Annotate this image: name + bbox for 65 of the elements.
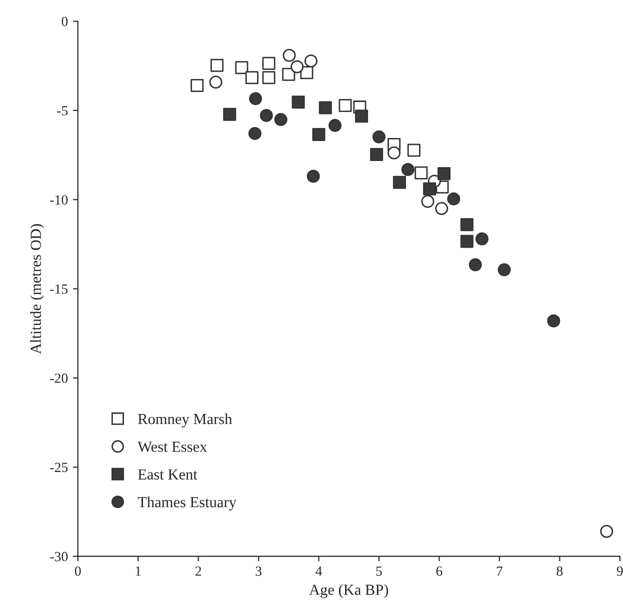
y-tick-label: -15 [50,284,68,294]
x-tick-label: 5 [376,566,382,576]
point [274,113,288,126]
point [312,128,326,142]
point [435,202,448,216]
point [190,78,204,92]
y-tick-label: -30 [50,552,68,562]
point [282,68,296,81]
point [372,130,386,144]
point [460,234,474,248]
point [388,146,401,160]
legend-label: Thames Estuary [138,496,236,510]
point [209,76,222,89]
x-tick-label: 7 [496,566,503,576]
point [438,167,451,180]
point [498,263,511,276]
point [260,108,273,122]
point [318,101,332,114]
point [262,71,276,84]
legend-label: West Essex [138,442,208,452]
x-tick-label: 4 [316,566,322,576]
point [414,166,428,180]
point [248,126,262,140]
legend-label: East Kent [138,469,198,480]
point [392,176,406,189]
point [468,258,482,272]
point [600,524,614,538]
y-tick-label: -5 [57,106,68,116]
point [210,58,224,72]
y-tick-label: 0 [62,16,68,26]
point [290,60,304,74]
point [421,194,434,208]
x-tick-label: 1 [136,566,141,576]
point [292,96,305,109]
point [245,71,258,84]
point [475,232,488,246]
point [235,61,248,74]
x-tick-label: 6 [436,566,442,576]
x-tick-label: 3 [256,566,262,576]
y-axis-title: Altitude (metres OD) [30,224,44,354]
x-tick-label: 2 [195,566,202,576]
point [328,118,342,132]
x-tick-label: 8 [556,566,563,576]
point [338,98,352,112]
y-tick-label: -25 [50,462,68,472]
legend-label: Romney Marsh [138,413,232,428]
point [262,56,276,70]
point [460,218,474,232]
point [401,162,414,176]
point [306,170,320,183]
point [223,108,236,121]
point [423,182,436,196]
point [547,314,560,328]
point [355,110,368,123]
point [304,54,318,68]
x-tick-label: 9 [616,566,623,576]
point [370,148,384,162]
point [407,144,420,157]
point [282,48,296,62]
y-tick-label: -10 [50,195,68,205]
point [249,92,262,106]
point [447,192,460,206]
y-tick-label: -20 [50,374,68,383]
x-tick-label: 0 [74,566,81,576]
x-axis-title: Age (Ka BP) [309,584,388,598]
